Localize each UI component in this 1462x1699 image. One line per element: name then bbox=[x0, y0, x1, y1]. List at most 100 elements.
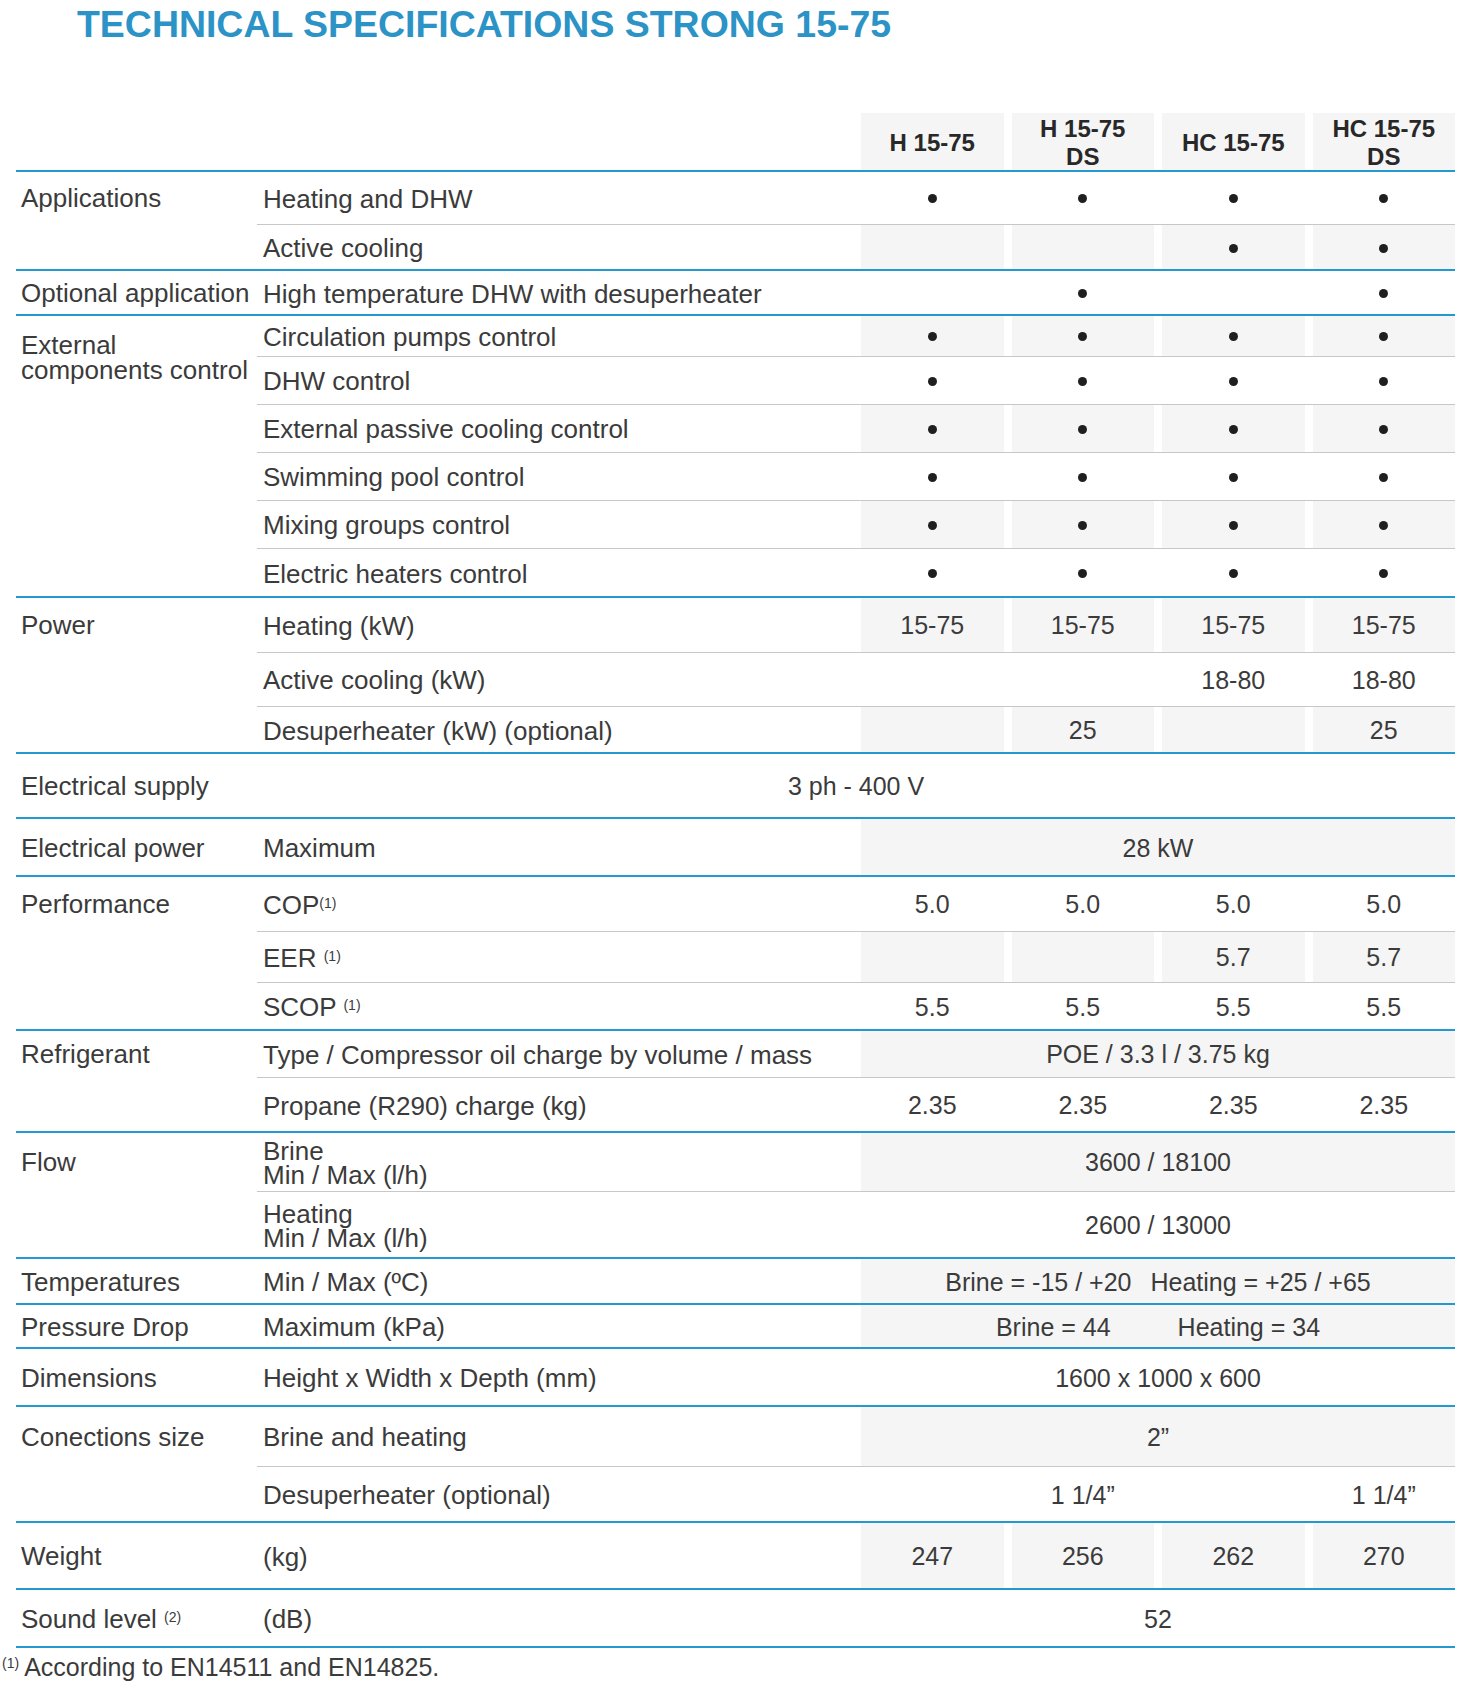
data-cell bbox=[861, 271, 1004, 316]
sub-label: Min / Max (ºC) bbox=[263, 1270, 429, 1294]
category-cell bbox=[16, 501, 257, 549]
table-row: PowerHeating (kW)15-7515-7515-7515-75 bbox=[16, 598, 1455, 653]
data-cell bbox=[1313, 225, 1456, 271]
cell-value: 5.0 bbox=[915, 890, 950, 919]
data-cell bbox=[1012, 453, 1155, 501]
table-row: EER (1) 5.75.7 bbox=[16, 932, 1455, 983]
category-cell: Applications bbox=[16, 172, 257, 225]
bullet-dot bbox=[1379, 244, 1388, 253]
data-cell bbox=[861, 653, 1004, 707]
category-cell bbox=[16, 1192, 257, 1259]
table-row: External passive cooling control bbox=[16, 405, 1455, 453]
cell-value: 2.35 bbox=[1209, 1091, 1258, 1120]
footnote-text: According to EN14511 and EN14825. bbox=[24, 1653, 439, 1681]
sub-label-cell: Heating (kW) bbox=[257, 598, 861, 653]
category-label: Temperatures bbox=[21, 1267, 180, 1298]
data-cell bbox=[1162, 405, 1305, 453]
sub-label-cell: EER (1) bbox=[257, 932, 861, 983]
bullet-dot bbox=[1379, 569, 1388, 578]
data-cell: 25 bbox=[1012, 707, 1155, 754]
data-cell: 15-75 bbox=[1162, 598, 1305, 653]
sub-label: Electric heaters control bbox=[263, 562, 527, 586]
bullet-dot bbox=[1379, 289, 1388, 298]
value-text: 2600 / 13000 bbox=[1085, 1211, 1231, 1240]
bullet-dot bbox=[928, 473, 937, 482]
value-text: 1600 x 1000 x 600 bbox=[1055, 1364, 1261, 1393]
category-label: Pressure Drop bbox=[21, 1312, 189, 1343]
bullet-dot bbox=[1078, 425, 1087, 434]
data-cell bbox=[1162, 707, 1305, 754]
data-cell bbox=[1012, 271, 1155, 316]
header-sub-spacer bbox=[257, 113, 861, 172]
table-row: Desuperheater (kW) (optional) 2525 bbox=[16, 707, 1455, 754]
data-cell: 15-75 bbox=[1313, 598, 1456, 653]
data-cells: 5.75.7 bbox=[861, 932, 1455, 983]
header-cat-spacer bbox=[16, 113, 257, 172]
data-cells bbox=[861, 453, 1455, 501]
sub-label-cell: Heating and DHW bbox=[257, 172, 861, 225]
sub-label: Heating Min / Max (l/h) bbox=[263, 1202, 428, 1250]
data-cell: 18-80 bbox=[1162, 653, 1305, 707]
sub-label: Heating (kW) bbox=[263, 614, 415, 638]
data-cells: 1 1/4”1 1/4” bbox=[861, 1467, 1455, 1523]
cell-value: 5.0 bbox=[1065, 890, 1100, 919]
sub-label: Desuperheater (kW) (optional) bbox=[263, 719, 613, 743]
cell-value: 18-80 bbox=[1201, 666, 1265, 695]
sub-label-cell: Circulation pumps control bbox=[257, 316, 861, 357]
data-cells: 2525 bbox=[861, 707, 1455, 754]
cell-value: 2.35 bbox=[1359, 1091, 1408, 1120]
footnote: (1) According to EN14511 and EN14825. bbox=[2, 1653, 439, 1682]
sub-label-cell: Desuperheater (optional) bbox=[257, 1467, 861, 1523]
merged-value: 2600 / 13000 bbox=[861, 1192, 1455, 1259]
footnote-sup: (1) bbox=[2, 1655, 19, 1671]
sub-label: Desuperheater (optional) bbox=[263, 1483, 551, 1507]
page: TECHNICAL SPECIFICATIONS STRONG 15-75 H … bbox=[0, 0, 1462, 1699]
category-cell bbox=[16, 932, 257, 983]
cell-value: 247 bbox=[911, 1542, 953, 1571]
sub-label-cell: Propane (R290) charge (kg) bbox=[257, 1078, 861, 1133]
header-row: H 15-75H 15-75 DSHC 15-75HC 15-75 DS bbox=[16, 113, 1455, 172]
sub-label-sup: (1) bbox=[324, 948, 341, 964]
data-cell: 5.5 bbox=[1162, 983, 1305, 1031]
table-row: DHW control bbox=[16, 357, 1455, 405]
data-cell: 2.35 bbox=[1313, 1078, 1456, 1133]
data-cell bbox=[861, 225, 1004, 271]
data-cell: 15-75 bbox=[861, 598, 1004, 653]
data-cell bbox=[1313, 453, 1456, 501]
category-cell: Temperatures bbox=[16, 1259, 257, 1305]
data-cell: 5.5 bbox=[1012, 983, 1155, 1031]
sub-label-cell: External passive cooling control bbox=[257, 405, 861, 453]
bullet-dot bbox=[1078, 377, 1087, 386]
bullet-dot bbox=[928, 332, 937, 341]
sub-label: EER (1) bbox=[263, 946, 341, 970]
cell-value: 15-75 bbox=[1051, 611, 1115, 640]
bullet-dot bbox=[1078, 332, 1087, 341]
table-row: Electrical supply3 ph - 400 V bbox=[16, 754, 1455, 819]
data-cell: 5.0 bbox=[1313, 877, 1456, 932]
sub-label: Maximum (kPa) bbox=[263, 1315, 445, 1339]
category-cell bbox=[16, 405, 257, 453]
bullet-dot bbox=[1229, 569, 1238, 578]
cell-value: 5.0 bbox=[1366, 890, 1401, 919]
sub-label: SCOP (1) bbox=[263, 995, 361, 1019]
cell-value: 5.5 bbox=[1065, 993, 1100, 1022]
sub-label-cell: COP(1) bbox=[257, 877, 861, 932]
value-text: Heating = +25 / +65 bbox=[1150, 1268, 1370, 1297]
data-cell bbox=[1162, 271, 1305, 316]
data-cells bbox=[861, 316, 1455, 357]
bullet-dot bbox=[1078, 521, 1087, 530]
data-cell: 5.0 bbox=[861, 877, 1004, 932]
cell-value: 15-75 bbox=[900, 611, 964, 640]
data-cell: 1 1/4” bbox=[1313, 1467, 1456, 1523]
value-text: 28 kW bbox=[1123, 834, 1194, 863]
cell-value: 1 1/4” bbox=[1352, 1481, 1416, 1510]
category-cell: Optional application bbox=[16, 271, 257, 316]
category-cell bbox=[16, 1078, 257, 1133]
merged-value: 2” bbox=[861, 1407, 1455, 1467]
sub-label-cell: Active cooling bbox=[257, 225, 861, 271]
data-cells: 2.352.352.352.35 bbox=[861, 1078, 1455, 1133]
data-cell bbox=[861, 707, 1004, 754]
bullet-dot bbox=[1229, 521, 1238, 530]
data-cell bbox=[1012, 172, 1155, 225]
data-cell bbox=[1162, 316, 1305, 357]
